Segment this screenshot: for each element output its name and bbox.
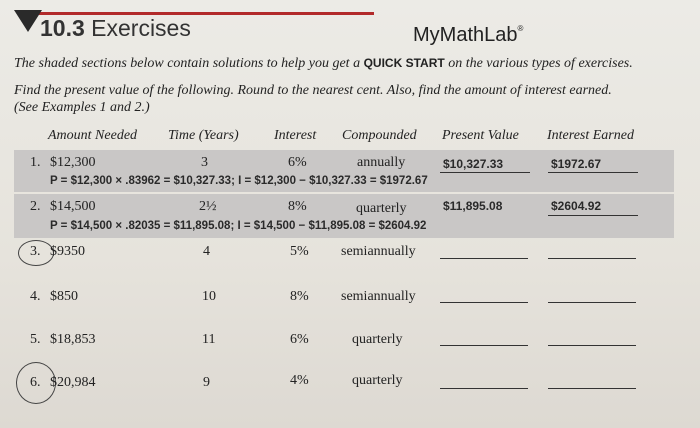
row-number: 2. bbox=[30, 199, 41, 214]
col-header-amount: Amount Needed bbox=[48, 128, 138, 143]
col-header-interest: Interest bbox=[274, 128, 317, 143]
interest-cell: 8% bbox=[288, 199, 307, 214]
amount-cell: $9350 bbox=[50, 244, 85, 259]
compounded-cell: semiannually bbox=[341, 244, 416, 259]
row-number: 6. bbox=[30, 375, 41, 390]
section-title: 10.3 Exercises bbox=[40, 15, 191, 42]
col-header-interest-earned: Interest Earned bbox=[547, 128, 634, 143]
time-cell: 10 bbox=[202, 289, 216, 304]
solution-shade-2 bbox=[14, 194, 674, 238]
row-number: 4. bbox=[30, 289, 41, 304]
time-cell: 11 bbox=[202, 332, 216, 347]
time-cell: 9 bbox=[203, 375, 210, 390]
answer-line bbox=[440, 172, 530, 173]
solution-shade-1 bbox=[14, 150, 674, 192]
hand-drawn-circle bbox=[16, 362, 56, 404]
present-value-blank[interactable] bbox=[440, 345, 528, 346]
col-header-compounded: Compounded bbox=[342, 128, 417, 143]
present-value-answer: $10,327.33 bbox=[443, 157, 504, 171]
interest-cell: 5% bbox=[290, 244, 309, 259]
instructions: Find the present value of the following.… bbox=[14, 83, 612, 115]
interest-cell: 4% bbox=[290, 373, 309, 388]
amount-cell: $12,300 bbox=[50, 155, 96, 170]
section-title-text: Exercises bbox=[91, 15, 191, 41]
interest-earned-blank[interactable] bbox=[548, 388, 636, 389]
solution-line: P = $14,500 × .82035 = $11,895.08; I = $… bbox=[50, 220, 427, 232]
interest-cell: 6% bbox=[290, 332, 309, 347]
compounded-cell: quarterly bbox=[352, 332, 403, 347]
amount-cell: $850 bbox=[50, 289, 78, 304]
quick-start-label: QUICK START bbox=[363, 56, 445, 70]
header-rule bbox=[34, 12, 374, 15]
time-cell: 4 bbox=[203, 244, 210, 259]
answer-line bbox=[548, 215, 638, 216]
row-number: 1. bbox=[30, 155, 41, 170]
present-value-answer: $11,895.08 bbox=[443, 199, 503, 213]
row-number: 3. bbox=[30, 244, 41, 259]
hand-drawn-circle bbox=[18, 240, 54, 266]
interest-earned-answer: $2604.92 bbox=[551, 199, 602, 213]
section-number: 10.3 bbox=[40, 15, 85, 41]
col-header-present-value: Present Value bbox=[442, 128, 519, 143]
solution-line: P = $12,300 × .83962 = $10,327.33; I = $… bbox=[50, 175, 428, 187]
time-cell: 2½ bbox=[199, 199, 217, 214]
compounded-cell: quarterly bbox=[356, 201, 407, 216]
compounded-cell: annually bbox=[357, 155, 406, 170]
interest-earned-answer: $1972.67 bbox=[551, 157, 602, 171]
present-value-blank[interactable] bbox=[440, 302, 528, 303]
brand-logo: MyMathLab® bbox=[413, 24, 524, 46]
compounded-cell: quarterly bbox=[352, 373, 403, 388]
interest-cell: 6% bbox=[288, 155, 307, 170]
answer-line bbox=[548, 172, 638, 173]
interest-earned-blank[interactable] bbox=[548, 302, 636, 303]
col-header-time: Time (Years) bbox=[168, 128, 239, 143]
intro-text: The shaded sections below contain soluti… bbox=[14, 56, 633, 71]
interest-earned-blank[interactable] bbox=[548, 258, 636, 259]
time-cell: 3 bbox=[201, 155, 208, 170]
section-marker-icon bbox=[14, 10, 42, 32]
amount-cell: $18,853 bbox=[50, 332, 96, 347]
amount-cell: $20,984 bbox=[50, 375, 96, 390]
amount-cell: $14,500 bbox=[50, 199, 96, 214]
interest-cell: 8% bbox=[290, 289, 309, 304]
compounded-cell: semiannually bbox=[341, 289, 416, 304]
row-number: 5. bbox=[30, 332, 41, 347]
present-value-blank[interactable] bbox=[440, 258, 528, 259]
present-value-blank[interactable] bbox=[440, 388, 528, 389]
interest-earned-blank[interactable] bbox=[548, 345, 636, 346]
